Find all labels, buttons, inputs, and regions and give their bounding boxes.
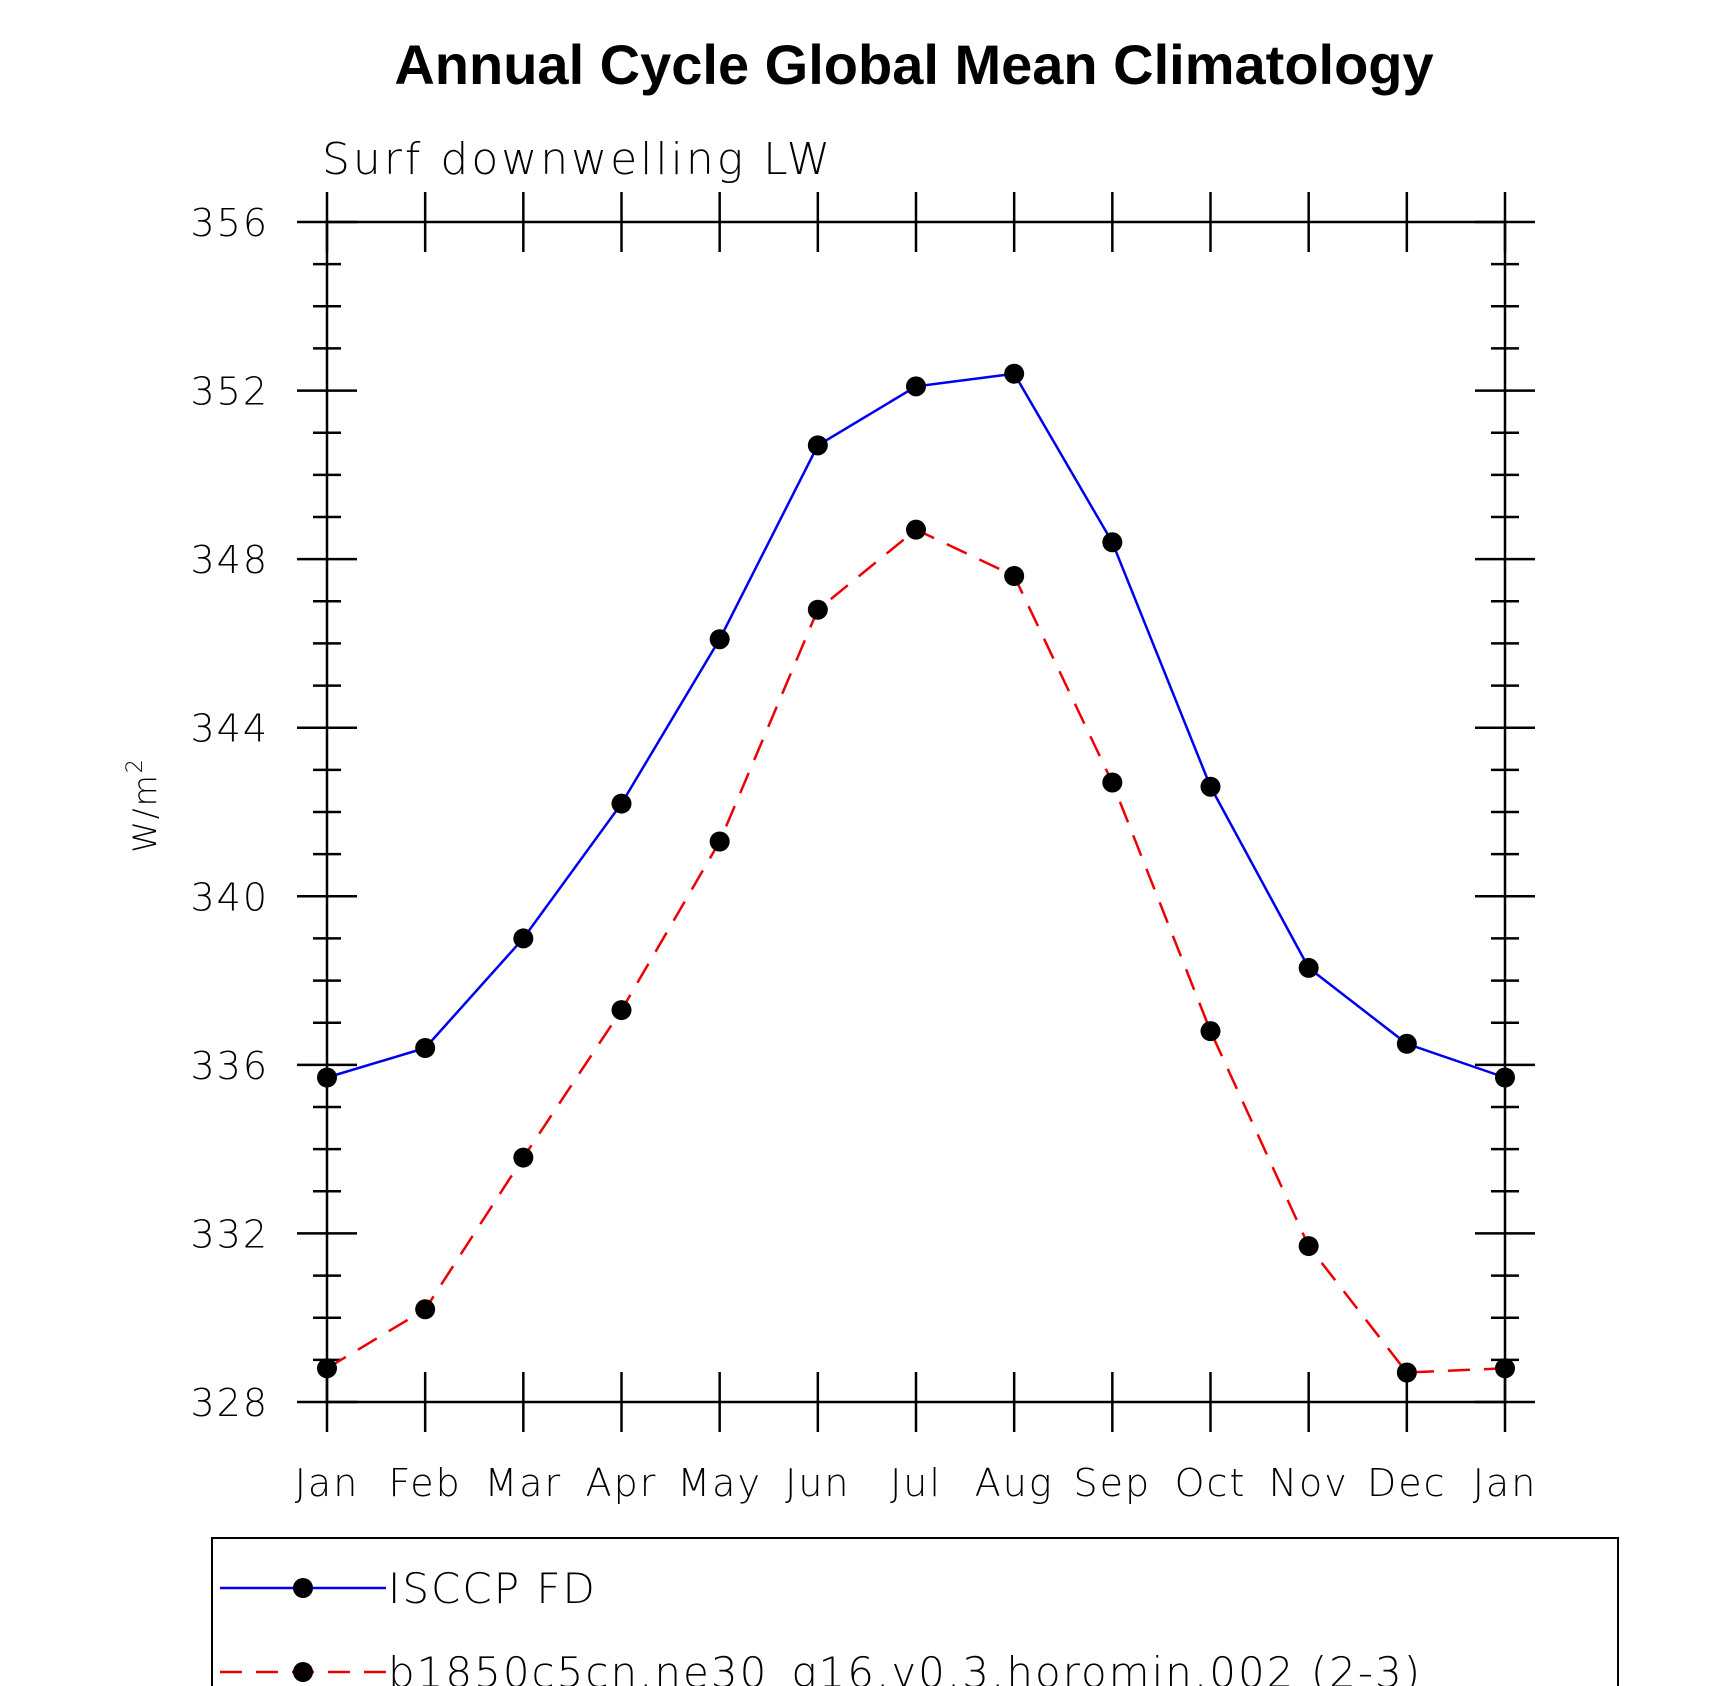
- series-1-point: [1004, 566, 1025, 586]
- x-tick-label: Mar: [484, 1461, 562, 1505]
- legend-marker-1: [293, 1662, 313, 1682]
- x-tick-label: Jan: [1473, 1461, 1538, 1505]
- series-1-point: [1495, 1358, 1515, 1379]
- legend-marker-0: [293, 1578, 313, 1598]
- series-0-point: [1102, 532, 1123, 553]
- x-tick-label: Feb: [389, 1461, 462, 1505]
- series-0-point: [317, 1067, 337, 1088]
- legend-items: ISCCP FD b1850c5cn.ne30_g16.v0.3.horomin.…: [220, 1564, 1422, 1686]
- x-tick-label: Nov: [1269, 1461, 1349, 1505]
- y-tick-label: 340: [190, 875, 269, 919]
- series-1-point: [906, 519, 926, 540]
- legend-box: [211, 1537, 1619, 1686]
- series-1-point: [1102, 772, 1123, 793]
- y-tick-label: 356: [190, 201, 269, 245]
- y-tick-label: 352: [190, 370, 269, 414]
- x-tick-label: Jul: [890, 1461, 942, 1505]
- x-tick-label: Jan: [295, 1461, 360, 1505]
- series-0-point: [1396, 1033, 1417, 1054]
- x-tick-label: Apr: [586, 1461, 658, 1505]
- legend-label-0: ISCCP FD: [388, 1564, 597, 1613]
- series-0-point: [1004, 363, 1025, 384]
- series-0-point: [415, 1038, 436, 1058]
- series-0-point: [1200, 776, 1221, 797]
- series-0-point: [611, 793, 632, 814]
- series-1-point: [1298, 1236, 1319, 1257]
- series-1-point: [1396, 1362, 1417, 1383]
- x-tick-label: Dec: [1367, 1461, 1447, 1505]
- series-markers: [317, 363, 1515, 1383]
- series-0-point: [1298, 957, 1319, 978]
- series-0-point: [513, 928, 534, 949]
- series-line-1: [326, 528, 1506, 1374]
- svg-text:W/m2: W/m2: [123, 757, 164, 853]
- y-tick-label: 328: [190, 1381, 269, 1425]
- series-0-point: [906, 376, 926, 397]
- y-tick-label: 336: [190, 1044, 269, 1088]
- y-tick-labels: 356 352 348 344 340 336 332 328: [190, 201, 269, 1425]
- series-1-point: [611, 1000, 632, 1021]
- series-0-point: [1495, 1067, 1515, 1088]
- series-1-point: [709, 831, 730, 852]
- series-1-point: [415, 1299, 436, 1320]
- y-tick-label: 348: [190, 538, 269, 582]
- series-1-point: [807, 599, 828, 620]
- chart-title: Annual Cycle Global Mean Climatology: [394, 33, 1433, 96]
- y-axis-label-text: W/m: [126, 773, 164, 853]
- y-tick-label: 332: [190, 1212, 269, 1256]
- x-tick-label: Aug: [975, 1461, 1054, 1505]
- series-1-point: [1200, 1021, 1221, 1042]
- chart-subtitle: Surf downwelling LW: [322, 134, 833, 185]
- x-tick-label: Sep: [1074, 1461, 1152, 1505]
- series-1-point: [317, 1358, 337, 1379]
- legend-label-1: b1850c5cn.ne30_g16.v0.3.horomin.002 (2-3…: [388, 1648, 1422, 1686]
- series-0-point: [709, 629, 730, 650]
- x-tick-labels: Jan Feb Mar Apr May Jun Jul Aug Sep Oct Nov Dec Jan: [295, 1461, 1538, 1505]
- y-tick-label: 344: [190, 707, 269, 751]
- x-tick-label: Jun: [785, 1461, 850, 1505]
- y-axis-label: W/m2: [123, 757, 164, 853]
- series-0-point: [807, 435, 828, 456]
- series-line-0: [326, 372, 1506, 1079]
- series-1-point: [513, 1147, 534, 1168]
- x-tick-label: Oct: [1175, 1461, 1247, 1505]
- x-tick-label: May: [677, 1461, 762, 1505]
- plot-frame: [325, 220, 1507, 1404]
- y-axis-label-superscript: 2: [123, 757, 148, 773]
- legend: ISCCP FD b1850c5cn.ne30_g16.v0.3.horomin.…: [211, 1537, 1619, 1686]
